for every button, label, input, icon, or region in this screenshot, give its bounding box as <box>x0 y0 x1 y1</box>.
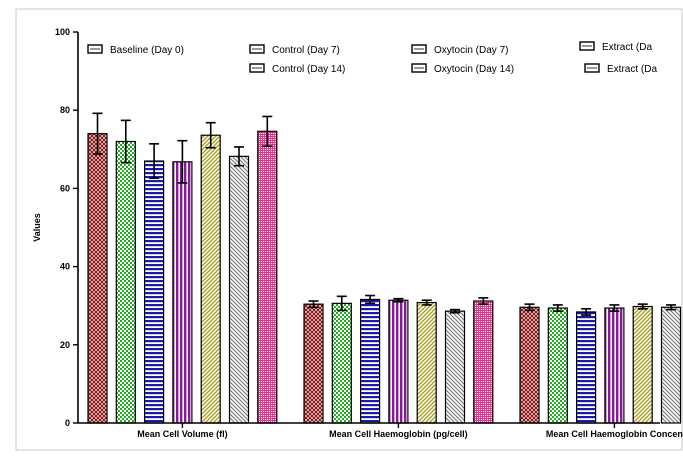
legend-item: Extract (Da <box>584 63 657 75</box>
bar <box>660 306 682 424</box>
legend-label: Extract (Da <box>602 42 652 53</box>
bar <box>228 155 250 424</box>
bar <box>172 161 193 424</box>
legend: Baseline (Day 0) Control (Day 7) Control (… <box>87 41 657 75</box>
legend-label: Oxytocin (Day 7) <box>434 45 508 56</box>
legend-item: Oxytocin (Day 14) <box>411 63 514 75</box>
legend-label: Control (Day 14) <box>272 64 345 75</box>
bar <box>331 302 352 424</box>
bar <box>200 134 221 424</box>
legend-item: Extract (Da <box>579 41 652 53</box>
bars-layer <box>87 112 682 424</box>
x-tick-label: Mean Cell Haemoglobin (pg/cell) <box>329 429 468 439</box>
x-tick-label: Mean Cell Volume (fl) <box>137 429 227 439</box>
legend-item: Oxytocin (Day 7) <box>411 44 508 56</box>
bar <box>416 301 437 424</box>
legend-label: Baseline (Day 0) <box>110 45 184 56</box>
legend-label: Oxytocin (Day 14) <box>434 64 514 75</box>
legend-item: Control (Day 14) <box>249 63 345 75</box>
x-tick-label: Mean Cell Haemoglobin Concen <box>546 429 683 439</box>
bar <box>388 299 409 424</box>
bar <box>144 160 165 424</box>
bar <box>632 305 653 424</box>
y-tick-label: 100 <box>55 27 70 37</box>
axes-layer: 0 20 40 60 80 100 Mean Cell Volume (fl) Mean Ce… <box>32 27 683 439</box>
bar <box>575 311 597 424</box>
y-tick-label: 0 <box>65 418 70 428</box>
bar <box>547 307 568 424</box>
bar <box>87 133 108 424</box>
bar <box>604 307 625 424</box>
y-tick-label: 40 <box>60 262 70 272</box>
bar <box>473 300 494 424</box>
bar <box>444 310 466 424</box>
y-tick-label: 60 <box>60 183 70 193</box>
chart-frame <box>15 8 683 451</box>
bar <box>519 306 540 424</box>
y-tick-label: 20 <box>60 340 70 350</box>
y-tick-label: 80 <box>60 105 70 115</box>
bar <box>115 140 136 424</box>
bar <box>257 130 278 424</box>
y-axis-title: Values <box>32 213 42 242</box>
bar <box>360 298 381 424</box>
legend-item: Baseline (Day 0) <box>87 44 184 56</box>
legend-label: Control (Day 7) <box>272 45 340 56</box>
legend-item: Control (Day 7) <box>249 44 340 56</box>
bar <box>303 303 324 424</box>
legend-label: Extract (Da <box>607 64 657 75</box>
